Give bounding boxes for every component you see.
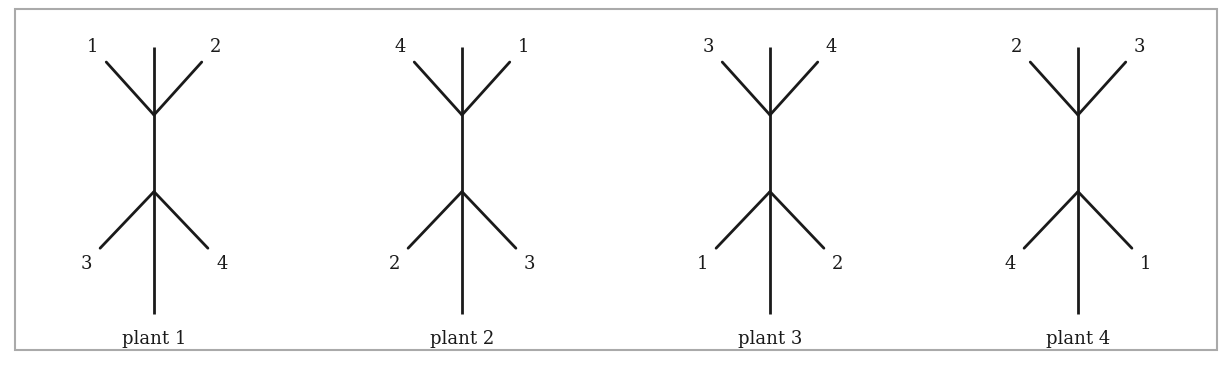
Text: plant 2: plant 2 bbox=[430, 330, 494, 349]
Text: 2: 2 bbox=[209, 38, 222, 56]
Text: plant 1: plant 1 bbox=[122, 330, 186, 349]
Text: 1: 1 bbox=[517, 38, 530, 56]
Text: 3: 3 bbox=[524, 254, 536, 273]
Text: 3: 3 bbox=[80, 254, 92, 273]
Text: 3: 3 bbox=[702, 38, 715, 56]
Bar bbox=[15, 9, 1217, 350]
Text: 3: 3 bbox=[1133, 38, 1146, 56]
Text: 1: 1 bbox=[86, 38, 99, 56]
Text: 4: 4 bbox=[394, 38, 407, 56]
Text: 4: 4 bbox=[1004, 254, 1016, 273]
Text: 4: 4 bbox=[825, 38, 838, 56]
Text: 2: 2 bbox=[1010, 38, 1023, 56]
Text: 2: 2 bbox=[832, 254, 844, 273]
Text: plant 4: plant 4 bbox=[1046, 330, 1110, 349]
Text: 1: 1 bbox=[696, 254, 708, 273]
Text: 1: 1 bbox=[1140, 254, 1152, 273]
Text: 4: 4 bbox=[216, 254, 228, 273]
Text: plant 3: plant 3 bbox=[738, 330, 802, 349]
Text: 2: 2 bbox=[388, 254, 400, 273]
